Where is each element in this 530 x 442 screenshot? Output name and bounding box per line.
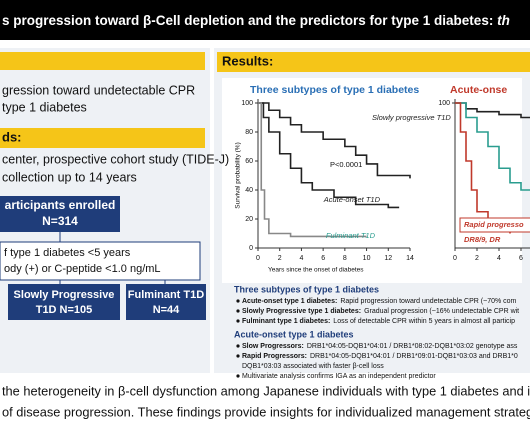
page-title: s progression toward β-Cell depletion an… bbox=[2, 13, 510, 28]
legend-label: Acute-onset T1D bbox=[323, 195, 381, 204]
methods-header bbox=[0, 128, 205, 148]
legend-label: Slowly progressive T1D bbox=[372, 113, 451, 122]
section-heading: Acute-onset type 1 diabetes bbox=[234, 329, 354, 339]
chart-title: Three subtypes of type 1 diabetes bbox=[250, 84, 419, 96]
bullet-lead: Slow Progressors: bbox=[242, 343, 304, 350]
title-main: s progression toward β-Cell depletion an… bbox=[2, 13, 497, 28]
bullet-body: Rapid progression toward undetectable CP… bbox=[340, 298, 516, 305]
y-axis-label: Survival probability (%) bbox=[235, 142, 242, 208]
legend-box bbox=[459, 217, 530, 233]
survival-curve bbox=[258, 102, 411, 179]
title-bar bbox=[0, 0, 530, 40]
x-tick-label: 12 bbox=[384, 255, 392, 262]
bullet-text: Fulminant type 1 diabetes: Loss of detect… bbox=[242, 318, 515, 325]
bullet-body: DRB1*04:05-DQB1*04:01 / DRB1*08:02-DQB1*… bbox=[307, 343, 518, 350]
criteria-text: ody (+) or C-peptide <1.0 ng/mL bbox=[4, 263, 161, 275]
x-tick-label: 10 bbox=[363, 255, 371, 262]
p-value: P<0.0001 bbox=[330, 160, 362, 169]
methods-text: collection up to 14 years bbox=[2, 170, 137, 184]
enrolled-box bbox=[0, 196, 120, 232]
criteria-text: f type 1 diabetes <5 years bbox=[4, 247, 131, 259]
survival-curve bbox=[455, 102, 530, 191]
group-text: Slowly Progressive bbox=[14, 289, 115, 301]
aim-text: type 1 diabetes bbox=[2, 100, 87, 114]
group-text: T1D N=105 bbox=[36, 304, 93, 316]
bullet-dot bbox=[236, 309, 240, 313]
group-text: Fulminant T1D bbox=[128, 289, 204, 301]
bullet-body: DRB1*04:05-DQB1*04:01 / DRB1*09:01-DQB1*… bbox=[310, 353, 518, 360]
group-box bbox=[126, 284, 206, 320]
x-tick-label: 6 bbox=[519, 255, 523, 262]
methods-heading: ds: bbox=[2, 129, 22, 144]
axes bbox=[257, 99, 410, 249]
bullet-dot bbox=[236, 299, 240, 303]
survival-curve bbox=[258, 102, 367, 238]
methods-text: center, prospective cohort study (TIDE-J… bbox=[2, 152, 229, 166]
bullet-dot bbox=[236, 374, 240, 378]
results-heading: Results: bbox=[222, 53, 273, 68]
bullet-text: Slow Progressors: DRB1*04:05-DQB1*04:01 /… bbox=[242, 343, 518, 350]
enrolled-text: articipants enrolled bbox=[5, 198, 116, 212]
x-tick-label: 4 bbox=[299, 255, 303, 262]
criteria-box bbox=[0, 241, 201, 281]
section-heading: Three subtypes of type 1 diabetes bbox=[234, 284, 379, 294]
bullet-text: DQB1*03:03 associated with faster β-cell… bbox=[242, 363, 384, 370]
bullet-dot bbox=[236, 354, 240, 358]
bullet-body: Multivariate analysis confirms IGA as an… bbox=[242, 373, 436, 380]
conclusion-text: of disease progression. These findings p… bbox=[2, 404, 530, 419]
bullet-body: Loss of detectable CPR within 5 years in… bbox=[333, 318, 515, 325]
bullet-lead: Rapid Progressors: bbox=[242, 353, 307, 360]
y-tick-label: 0 bbox=[249, 245, 253, 252]
conclusion-text: the heterogeneity in β-cell dysfunction … bbox=[2, 383, 530, 398]
y-tick-label: 20 bbox=[245, 216, 253, 223]
x-tick-label: 4 bbox=[497, 255, 501, 262]
x-tick-label: 0 bbox=[256, 255, 260, 262]
x-axis-label: Years since the onset of diabetes bbox=[268, 267, 364, 274]
survival-curve bbox=[258, 102, 400, 209]
chart-title: Acute-onse bbox=[450, 84, 507, 96]
bullet-text: Rapid Progressors: DRB1*04:05-DQB1*04:01 … bbox=[242, 353, 518, 360]
bullet-lead: Slowly Progressive type 1 diabetes: bbox=[242, 308, 361, 315]
x-tick-label: 6 bbox=[321, 255, 325, 262]
legend-label: DR8/9, DR bbox=[464, 235, 501, 244]
group-text: N=44 bbox=[153, 304, 180, 316]
y-tick-label: 80 bbox=[245, 129, 253, 136]
y-tick-label: 100 bbox=[438, 100, 450, 107]
results-header bbox=[217, 52, 530, 72]
bullet-dot bbox=[236, 344, 240, 348]
title-italic: th bbox=[497, 13, 510, 28]
legend-label: Fulminant T1D bbox=[326, 231, 376, 240]
aim-header bbox=[0, 52, 205, 70]
bullet-dot bbox=[236, 319, 240, 323]
x-tick-label: 2 bbox=[475, 255, 479, 262]
x-tick-label: 8 bbox=[343, 255, 347, 262]
bullet-lead: Fulminant type 1 diabetes: bbox=[242, 318, 330, 325]
bullet-text: Acute-onset type 1 diabetes: Rapid progre… bbox=[242, 298, 517, 305]
legend-label: Rapid progresso bbox=[464, 220, 524, 229]
y-tick-label: 100 bbox=[241, 100, 253, 107]
bullet-lead: Acute-onset type 1 diabetes: bbox=[242, 298, 337, 305]
x-tick-label: 2 bbox=[278, 255, 282, 262]
y-tick-label: 60 bbox=[245, 158, 253, 165]
bullet-body: Gradual progression (~16% undetectable C… bbox=[364, 308, 519, 315]
bullet-text: Slowly Progressive type 1 diabetes: Gradu… bbox=[242, 308, 519, 315]
aim-text: gression toward undetectable CPR bbox=[2, 83, 195, 97]
bullet-text: Multivariate analysis confirms IGA as an… bbox=[242, 373, 436, 380]
y-tick-label: 40 bbox=[245, 187, 253, 194]
x-tick-label: 0 bbox=[453, 255, 457, 262]
enrolled-text: N=314 bbox=[42, 214, 78, 228]
group-box bbox=[8, 284, 120, 320]
axes bbox=[454, 99, 530, 249]
x-tick-label: 14 bbox=[406, 255, 414, 262]
